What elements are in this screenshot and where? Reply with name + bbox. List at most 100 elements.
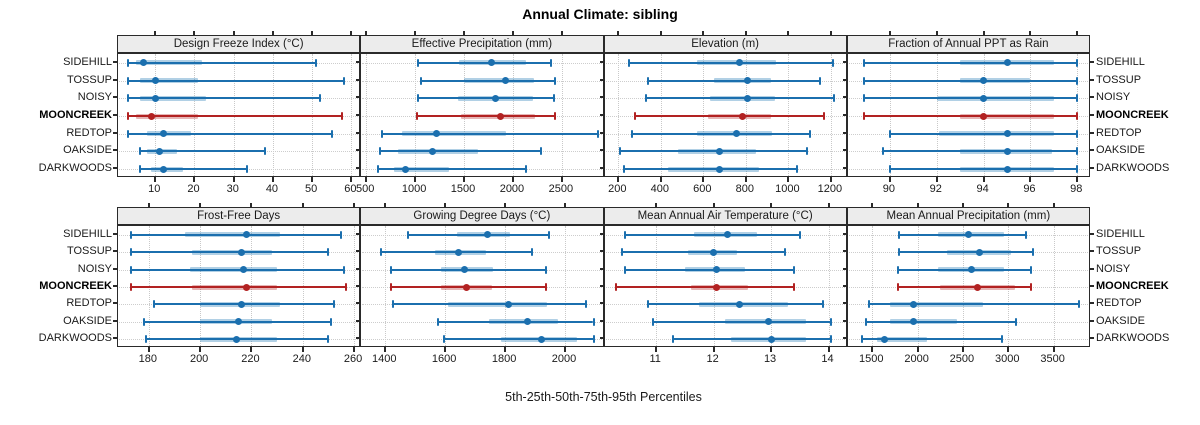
- whisker-cap-low-redtop: [888, 129, 891, 138]
- whisker-cap-low-darkwoods: [622, 165, 625, 174]
- median-dot-sidehill: [242, 231, 250, 239]
- whisker-cap-low-sidehill: [623, 230, 626, 239]
- x-tick-label: 1500: [450, 183, 476, 195]
- x-tick-bottom: [301, 347, 304, 352]
- y-tick-right: [1090, 78, 1094, 81]
- y-tick-right: [1090, 267, 1094, 270]
- whisker-noisy: [624, 268, 795, 271]
- y-tick-right: [1090, 319, 1094, 322]
- panel-strip-label-elevation-m: Elevation (m): [691, 38, 759, 50]
- x-tick-top: [147, 203, 150, 207]
- whisker-cap-high-sidehill: [798, 230, 801, 239]
- whisker-cap-high-oakside: [330, 317, 333, 326]
- whisker-cap-low-redtop: [152, 300, 155, 309]
- whisker-oakside: [139, 150, 266, 153]
- whisker-tossup: [898, 251, 1033, 254]
- x-tick-top: [384, 203, 387, 207]
- whisker-cap-high-redtop: [808, 129, 811, 138]
- y-tick-left: [599, 96, 604, 99]
- whisker-cap-high-mooncreek: [1029, 283, 1032, 291]
- y-tick-left: [113, 250, 117, 253]
- x-tick-top: [787, 31, 790, 35]
- y-tick-left: [599, 60, 604, 63]
- x-tick-bottom: [504, 347, 507, 352]
- median-dot-oakside: [1003, 147, 1011, 155]
- site-label-left-redtop: REDTOP: [66, 297, 112, 310]
- x-tick-top: [659, 31, 662, 35]
- y-tick-left: [356, 96, 361, 99]
- whisker-sidehill: [628, 61, 833, 64]
- panel-strip-frost-free-days: Frost-Free Days: [117, 207, 361, 225]
- panel-elevation-m: [603, 53, 847, 177]
- whisker-cap-low-sidehill: [897, 230, 900, 239]
- whisker-sidehill: [130, 233, 342, 236]
- whisker-darkwoods: [377, 168, 526, 171]
- y-tick-right: [1090, 302, 1094, 305]
- whisker-cap-low-noisy: [129, 265, 132, 274]
- whisker-cap-low-mooncreek: [634, 112, 637, 120]
- whisker-sidehill: [898, 233, 1026, 236]
- panel-strip-fraction-of-annual-ppt-as-rain: Fraction of Annual PPT as Rain: [846, 35, 1090, 53]
- x-tick-label: 800: [735, 183, 755, 195]
- whisker-cap-low-oakside: [864, 317, 867, 326]
- whisker-cap-low-redtop: [391, 300, 394, 309]
- whisker-cap-high-darkwoods: [1076, 165, 1079, 174]
- panel-strip-effective-precipitation-mm: Effective Precipitation (mm): [360, 35, 604, 53]
- x-tick-label: 98: [1070, 183, 1083, 195]
- y-tick-right: [1090, 285, 1094, 287]
- y-tick-left: [599, 250, 604, 253]
- x-gridline: [618, 54, 620, 176]
- whisker-cap-low-oakside: [652, 317, 655, 326]
- panel-strip-label-fraction-of-annual-ppt-as-rain: Fraction of Annual PPT as Rain: [888, 38, 1049, 50]
- median-dot-darkwoods: [159, 165, 167, 173]
- y-tick-left: [842, 149, 847, 152]
- site-label-right-darkwoods: DARKWOODS: [1096, 332, 1170, 345]
- y-tick-left: [113, 337, 117, 340]
- x-tick-top: [712, 203, 715, 207]
- whisker-cap-low-mooncreek: [129, 283, 132, 291]
- y-tick-left: [842, 337, 847, 340]
- y-tick-left: [599, 302, 604, 305]
- whisker-cap-high-mooncreek: [554, 112, 557, 120]
- whisker-cap-low-darkwoods: [888, 165, 891, 174]
- whisker-sidehill: [127, 61, 317, 64]
- x-tick-bottom: [827, 347, 830, 352]
- x-tick-top: [744, 31, 747, 35]
- y-tick-left: [842, 60, 847, 63]
- whisker-cap-high-mooncreek: [340, 112, 343, 120]
- x-tick-bottom: [463, 177, 465, 182]
- median-dot-redtop: [159, 130, 167, 138]
- median-dot-oakside: [235, 318, 243, 326]
- site-label-left-sidehill: SIDEHILL: [63, 227, 112, 240]
- y-tick-left: [356, 250, 361, 253]
- x-tick-label: 1000: [401, 183, 427, 195]
- x-tick-bottom: [564, 347, 567, 352]
- x-tick-label: 220: [241, 353, 260, 365]
- whisker-cap-high-noisy: [319, 94, 322, 103]
- whisker-cap-high-redtop: [585, 300, 588, 309]
- whisker-cap-low-sidehill: [417, 58, 419, 67]
- whisker-cap-high-tossup: [784, 248, 787, 257]
- x-tick-label: 500: [355, 183, 375, 195]
- median-dot-noisy: [491, 94, 499, 102]
- whisker-cap-high-tossup: [531, 248, 534, 257]
- y-tick-right: [1090, 131, 1094, 134]
- y-tick-left: [356, 285, 361, 287]
- whisker-mooncreek: [635, 115, 825, 117]
- whisker-darkwoods: [623, 168, 797, 171]
- median-dot-mooncreek: [980, 112, 988, 120]
- panel-strip-label-frost-free-days: Frost-Free Days: [197, 210, 281, 222]
- y-tick-left: [356, 267, 361, 270]
- x-tick-label: 3500: [1040, 353, 1065, 365]
- whisker-cap-low-darkwoods: [138, 165, 141, 174]
- y-tick-right: [1090, 60, 1094, 63]
- median-dot-mooncreek: [242, 283, 250, 291]
- x-gridline: [1053, 226, 1055, 346]
- whisker-cap-low-noisy: [863, 94, 866, 103]
- whisker-cap-high-redtop: [332, 300, 335, 309]
- median-dot-tossup: [980, 77, 988, 85]
- x-tick-top: [935, 31, 938, 35]
- whisker-cap-low-tossup: [129, 248, 132, 257]
- x-tick-bottom: [888, 177, 891, 182]
- x-tick-label: 30: [226, 183, 239, 195]
